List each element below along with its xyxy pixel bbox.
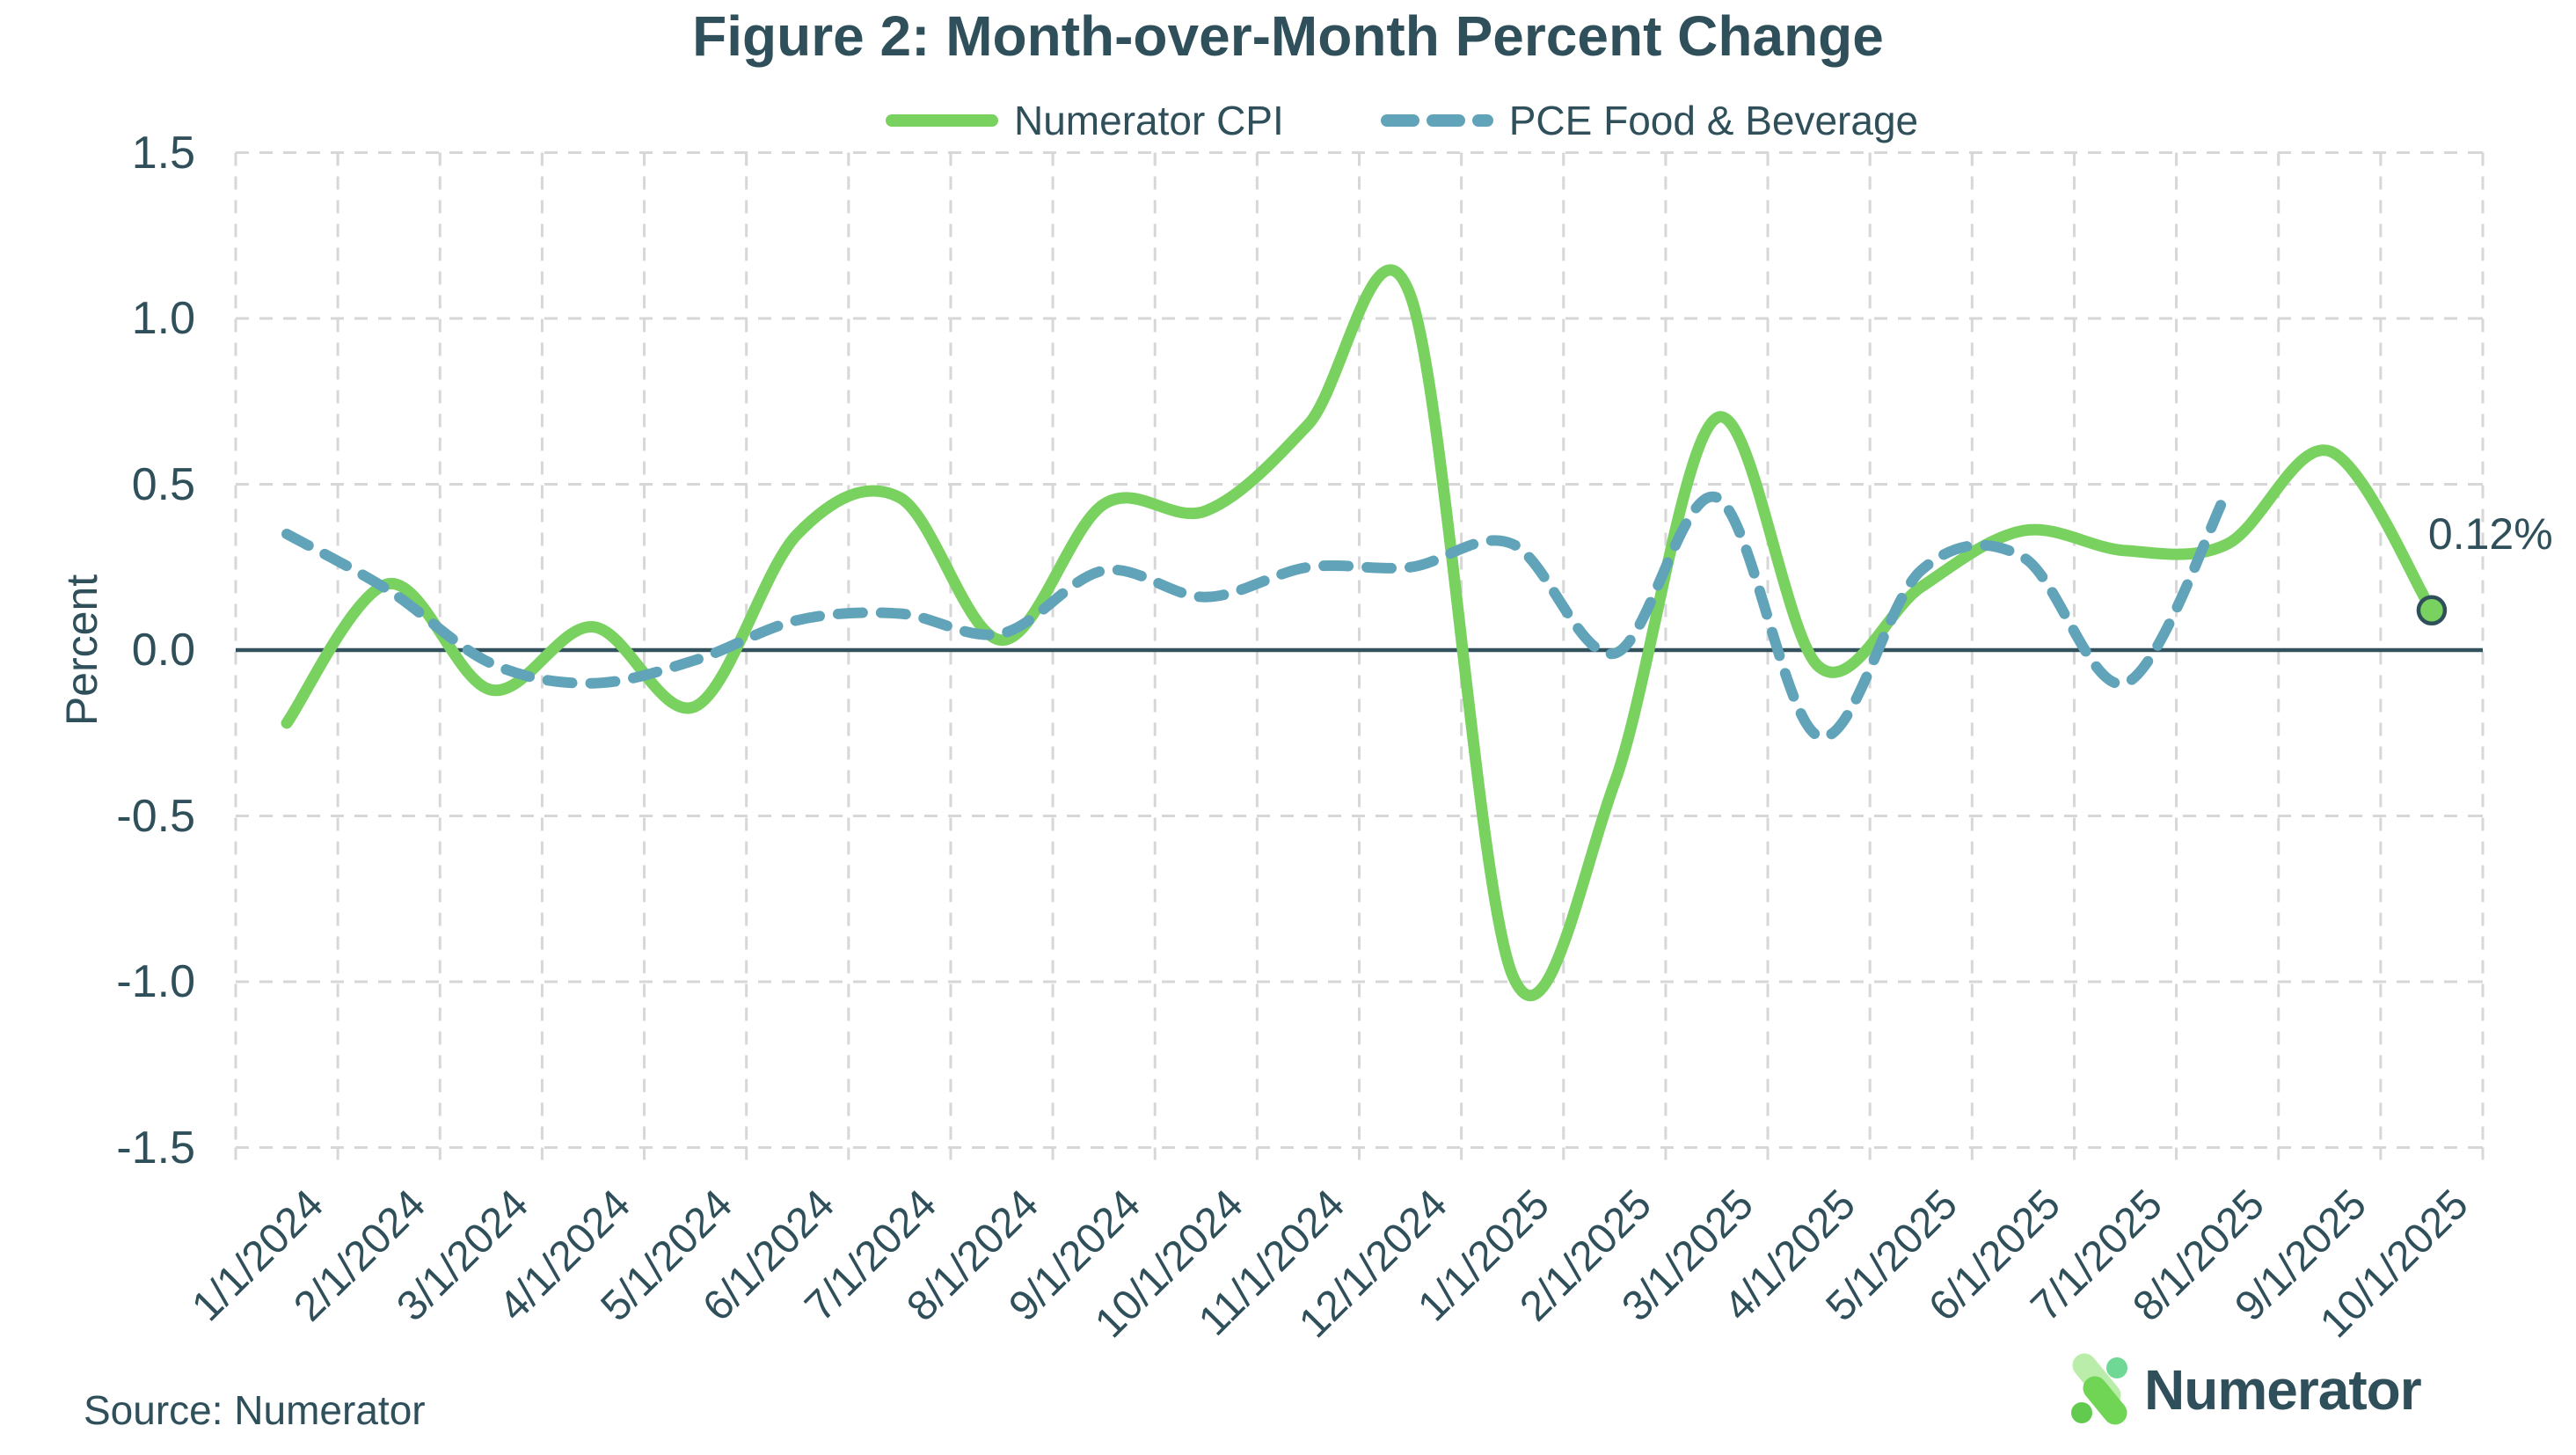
y-tick-label: 0.0 (131, 625, 195, 676)
source-note: Source: Numerator (84, 1387, 426, 1433)
series-line-pce-food-beverage (281, 486, 2233, 742)
legend-item-pce-food-beverage: PCE Food & Beverage (1379, 97, 1918, 144)
legend-label: PCE Food & Beverage (1508, 98, 1919, 143)
numerator-logo: Numerator (2069, 1353, 2422, 1427)
series-line-numerator-cpi (281, 264, 2438, 1002)
legend-solid-line-icon (886, 114, 998, 127)
y-tick-label: -1.5 (116, 1122, 195, 1174)
y-tick-label: 1.0 (131, 293, 195, 344)
y-tick-label: 1.5 (131, 127, 195, 179)
legend-label: Numerator CPI (1014, 98, 1284, 143)
chart-title: Figure 2: Month-over-Month Percent Chang… (692, 4, 1884, 68)
numerator-logo-icon (2071, 1353, 2127, 1425)
legend-dashed-line-icon (1380, 114, 1493, 127)
legend: Numerator CPI PCE Food & Beverage (884, 97, 1918, 144)
y-tick-label: 0.5 (131, 458, 195, 510)
legend-item-numerator-cpi: Numerator CPI (884, 97, 1284, 144)
numerator-logo-text: Numerator (2144, 1358, 2422, 1422)
y-tick-label: -1.0 (116, 956, 195, 1007)
last-point-marker (2416, 595, 2448, 626)
y-tick-label: -0.5 (116, 790, 195, 842)
last-value-label: 0.12% (2427, 508, 2553, 559)
